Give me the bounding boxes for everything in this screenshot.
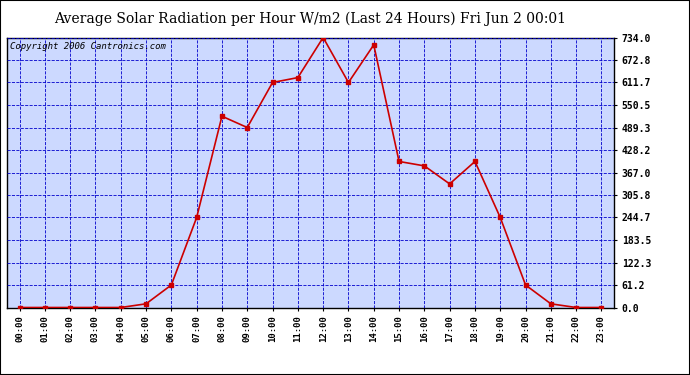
Text: Copyright 2006 Cantronics.com: Copyright 2006 Cantronics.com	[10, 42, 166, 51]
Text: Average Solar Radiation per Hour W/m2 (Last 24 Hours) Fri Jun 2 00:01: Average Solar Radiation per Hour W/m2 (L…	[55, 11, 566, 26]
